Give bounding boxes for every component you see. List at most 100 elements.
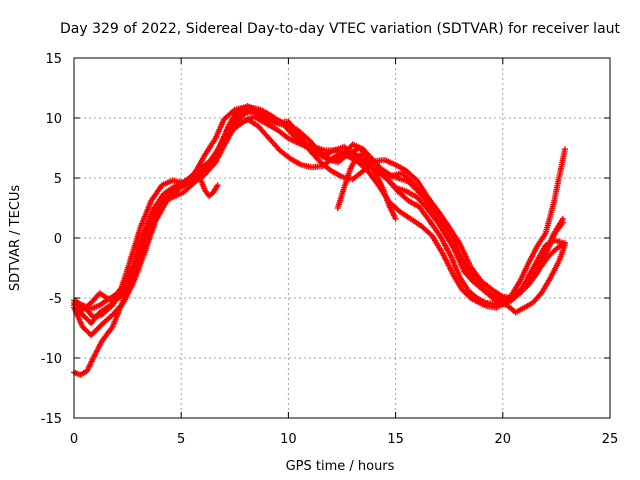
interpolated-points <box>417 205 432 223</box>
interpolated-points <box>110 301 126 317</box>
interpolated-points <box>552 217 565 235</box>
interpolated-points <box>81 302 93 312</box>
interpolated-points <box>539 277 552 295</box>
interpolated-points <box>415 179 430 199</box>
interpolated-points <box>556 244 568 264</box>
interpolated-points <box>380 186 392 207</box>
interpolated-points <box>171 190 185 200</box>
interpolated-points <box>235 103 249 113</box>
interpolated-points <box>526 259 540 278</box>
data-points <box>71 103 568 378</box>
interpolated-points <box>436 210 452 229</box>
interpolated-points <box>71 306 85 329</box>
axes: 0 5 10 15 20 25 -15 -10 -5 0 5 10 15 <box>41 52 619 447</box>
interpolated-points <box>351 169 365 181</box>
x-tick-label: 25 <box>602 432 619 447</box>
interpolated-points <box>259 107 273 118</box>
interpolated-points <box>518 282 531 295</box>
interpolated-points <box>457 242 473 268</box>
interpolated-points <box>222 107 237 121</box>
interpolated-points <box>409 216 423 228</box>
interpolated-points <box>396 189 411 203</box>
interpolated-points <box>246 117 260 129</box>
interpolated-points <box>79 369 89 377</box>
interpolated-points <box>348 155 360 170</box>
interpolated-points <box>526 245 540 265</box>
interpolated-points <box>509 279 522 297</box>
interpolated-points <box>211 135 227 161</box>
interpolated-points <box>289 156 303 167</box>
x-tick-label: 5 <box>177 432 185 447</box>
interpolated-points <box>440 252 456 277</box>
interpolated-points <box>415 195 430 211</box>
x-tick-label: 20 <box>495 432 512 447</box>
interpolated-points <box>355 159 370 173</box>
series-track-7 <box>197 176 221 199</box>
interpolated-points <box>457 255 471 273</box>
interpolated-points <box>278 148 292 161</box>
interpolated-points <box>160 187 175 202</box>
interpolated-points <box>355 151 365 159</box>
interpolated-points <box>89 322 104 337</box>
interpolated-points <box>361 152 372 165</box>
interpolated-points <box>449 255 463 279</box>
interpolated-points <box>367 162 379 177</box>
interpolated-points <box>226 109 239 128</box>
interpolated-points <box>211 183 220 194</box>
interpolated-points <box>181 176 196 188</box>
interpolated-points <box>501 298 513 307</box>
interpolated-points <box>131 251 148 283</box>
interpolated-points <box>235 117 250 128</box>
interpolated-points <box>490 287 505 299</box>
interpolated-points <box>254 108 269 119</box>
interpolated-points <box>551 148 568 202</box>
x-axis-label: GPS time / hours <box>286 459 395 474</box>
interpolated-points <box>484 288 496 299</box>
data-point <box>559 215 566 222</box>
x-tick-label: 10 <box>280 432 297 447</box>
interpolated-points <box>202 137 218 157</box>
interpolated-points <box>252 114 267 125</box>
interpolated-points <box>160 178 174 188</box>
interpolated-points <box>387 204 398 221</box>
series-track-6 <box>71 107 568 312</box>
interpolated-points <box>127 226 143 264</box>
interpolated-points <box>460 287 473 300</box>
data-point <box>158 196 165 203</box>
interpolated-points <box>458 276 471 293</box>
interpolated-points <box>447 225 462 246</box>
interpolated-points <box>100 325 115 343</box>
interpolated-points <box>394 162 408 173</box>
interpolated-points <box>514 305 526 315</box>
interpolated-points <box>149 183 164 203</box>
x-tick-label: 15 <box>387 432 404 447</box>
interpolated-points <box>203 157 216 170</box>
interpolated-points <box>299 139 314 154</box>
data-point <box>561 239 568 246</box>
series-track-3 <box>71 104 566 313</box>
interpolated-points <box>526 267 540 285</box>
y-tick-label: -15 <box>41 412 62 427</box>
interpolated-points <box>286 122 301 134</box>
interpolated-points <box>468 265 484 283</box>
interpolated-points <box>365 169 381 187</box>
interpolated-points <box>335 186 347 210</box>
interpolated-points <box>106 291 121 302</box>
interpolated-points <box>100 313 115 327</box>
y-tick-label: -5 <box>49 292 62 307</box>
interpolated-points <box>265 114 279 124</box>
interpolated-points <box>138 222 154 252</box>
interpolated-points <box>207 190 215 198</box>
interpolated-points <box>72 303 84 312</box>
interpolated-points <box>517 262 531 283</box>
interpolated-points <box>98 297 110 308</box>
interpolated-points <box>319 160 333 173</box>
interpolated-points <box>535 243 548 263</box>
interpolated-points <box>192 166 207 180</box>
interpolated-points <box>428 219 443 239</box>
interpolated-points <box>451 273 465 291</box>
grid-lines <box>74 58 610 418</box>
interpolated-points <box>329 168 344 179</box>
interpolated-points <box>351 142 365 152</box>
interpolated-points <box>466 270 479 283</box>
